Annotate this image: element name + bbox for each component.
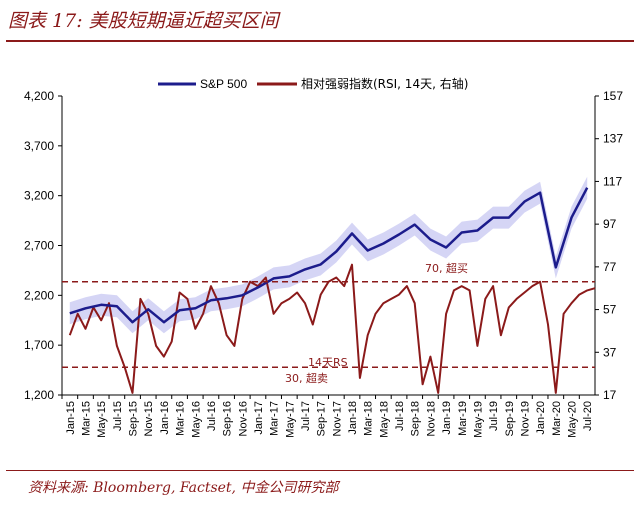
oversold-label: 30, 超卖 [285, 371, 328, 385]
y-left-tick-label: 3,700 [24, 139, 54, 153]
y-right-tick-label: 117 [603, 174, 622, 188]
sp500-line [69, 187, 589, 324]
x-tick-label: Nov-16 [237, 401, 249, 436]
y-right-tick-label: 57 [603, 303, 617, 317]
source-divider [6, 470, 634, 471]
y-left-tick-label: 1,200 [24, 388, 54, 402]
x-tick-label: Mar-20 [551, 401, 563, 436]
x-tick-label: Sep-15 [128, 401, 140, 436]
y-left-tick-label: 2,700 [24, 239, 54, 253]
y-right-tick-label: 77 [603, 260, 617, 274]
x-tick-label: May-15 [96, 401, 108, 438]
x-tick-label: Mar-17 [269, 401, 281, 436]
y-right-tick-label: 137 [603, 132, 623, 146]
x-tick-label: May-16 [190, 401, 202, 438]
x-tick-label: Nov-19 [519, 401, 531, 436]
y-right-tick-label: 97 [603, 217, 617, 231]
x-tick-label: May-17 [284, 401, 296, 438]
legend-rsi-label: 相对强弱指数(RSI, 14天, 右轴) [301, 76, 468, 91]
x-tick-label: Jul-20 [582, 401, 594, 431]
overbought-label: 70, 超买 [425, 261, 468, 275]
x-tick-label: Mar-19 [457, 401, 469, 436]
x-tick-label: Jan-17 [253, 401, 265, 435]
x-tick-label: May-19 [472, 401, 484, 438]
y-left-tick-label: 1,700 [24, 338, 54, 352]
x-tick-label: Jul-15 [112, 401, 124, 431]
x-tick-label: Nov-15 [143, 401, 155, 436]
title-divider [6, 40, 634, 42]
sp500-range-band [69, 176, 588, 334]
rsi-annotation-label: 14天RS [308, 356, 348, 369]
legend-sp500-label: S&P 500 [200, 77, 247, 91]
y-right-tick-label: 17 [603, 388, 617, 402]
x-tick-label: Sep-16 [222, 401, 234, 436]
rsi-sp500-chart: 4,200 3,700 3,200 2,700 2,200 1,700 1,200 157 13… [24, 76, 623, 438]
x-tick-label: Jul-18 [394, 401, 406, 431]
x-tick-label: Jan-18 [347, 401, 359, 435]
y-left-tick-label: 2,200 [24, 288, 54, 302]
x-tick-label: Mar-18 [363, 401, 375, 436]
x-tick-label: Nov-18 [425, 401, 437, 436]
x-tick-label: Sep-19 [504, 401, 516, 436]
y-right-tick-label: 157 [603, 89, 623, 103]
figure-title: 图表 17: 美股短期逼近超买区间 [8, 10, 279, 32]
x-tick-label: Jul-16 [206, 401, 218, 431]
x-tick-label: Jan-19 [441, 401, 453, 435]
x-tick-label: Jan-15 [65, 401, 77, 435]
x-tick-label: May-18 [378, 401, 390, 438]
x-tick-label: Mar-15 [81, 401, 93, 436]
rsi-line [68, 263, 596, 394]
x-tick-label: May-20 [566, 401, 578, 438]
x-tick-label: Jul-19 [488, 401, 500, 431]
x-tick-label: Jan-20 [535, 401, 547, 435]
figure-source: 资料来源: Bloomberg, Factset, 中金公司研究部 [28, 480, 339, 496]
y-right-tick-label: 37 [603, 345, 617, 359]
y-left-tick-label: 4,200 [24, 89, 54, 103]
x-tick-label: Nov-17 [331, 401, 343, 436]
y-left-tick-label: 3,200 [24, 189, 54, 203]
x-tick-label: Jul-17 [300, 401, 312, 431]
x-tick-label: Jan-16 [159, 401, 171, 435]
x-tick-label: Mar-16 [175, 401, 187, 436]
x-tick-label: Sep-18 [410, 401, 422, 436]
x-tick-label: Sep-17 [316, 401, 328, 436]
